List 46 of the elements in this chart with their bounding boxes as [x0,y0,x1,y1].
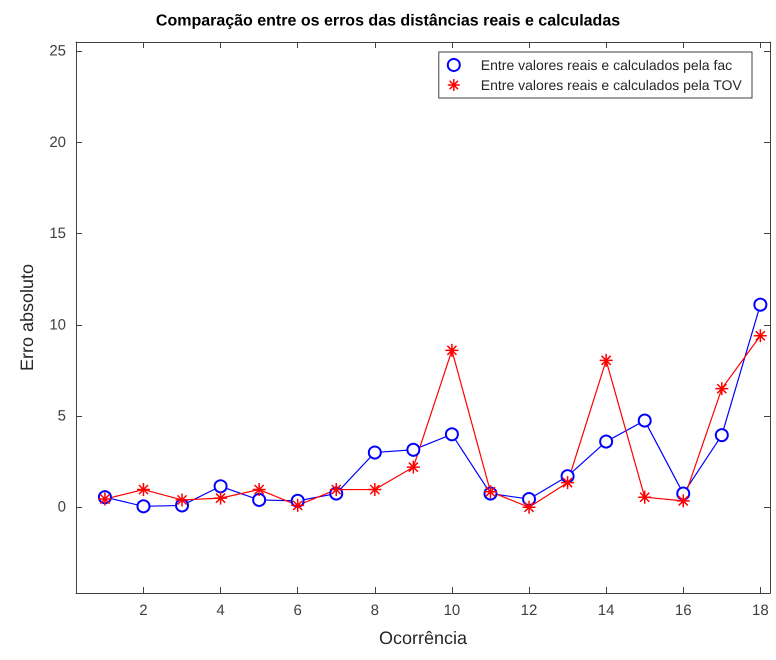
legend-label: Entre valores reais e calculados pela fac [480,57,732,73]
y-tick-label: 25 [49,42,66,60]
x-tick-label: 4 [216,602,225,619]
point [214,479,228,494]
chart-title: Comparação entre os erros das distâncias reais e calculadas [156,12,620,30]
point [444,427,459,442]
point [714,428,729,442]
point [368,482,382,497]
x-tick-label: 10 [444,602,460,619]
point [406,442,420,457]
y-tick-label: 15 [49,225,66,242]
point [136,482,151,497]
x-tick-label: 16 [674,602,692,619]
point [368,446,382,460]
x-tick-label: 12 [520,602,538,619]
point [560,475,575,490]
point [406,460,421,474]
y-tick-label: 20 [49,134,66,151]
point [174,492,190,508]
y-tick-label: 5 [58,408,66,425]
x-tick-label: 14 [598,602,614,619]
point [676,494,690,508]
y-axis-title: Erro absoluto [17,264,37,372]
point [329,482,344,497]
point [213,490,228,506]
point [444,343,460,358]
x-axis-title: Ocorrência [378,628,468,648]
y-tick-label: 10 [49,316,66,334]
x-tick-label: 18 [752,602,769,619]
point [714,381,730,396]
point [638,414,652,428]
point [598,353,614,368]
point [637,490,652,504]
point [252,482,266,497]
point [599,434,614,449]
point [290,498,305,513]
point [753,298,768,312]
legend-label: Entre valores reais e calculados pela TOV [480,77,742,93]
point [252,492,266,507]
point [522,500,536,514]
x-tick-label: 8 [370,602,379,619]
point [136,499,150,514]
x-tick-label: 6 [294,602,302,619]
y-tick-label: 0 [58,498,66,516]
x-tick-label: 2 [139,602,148,619]
point [753,328,768,343]
